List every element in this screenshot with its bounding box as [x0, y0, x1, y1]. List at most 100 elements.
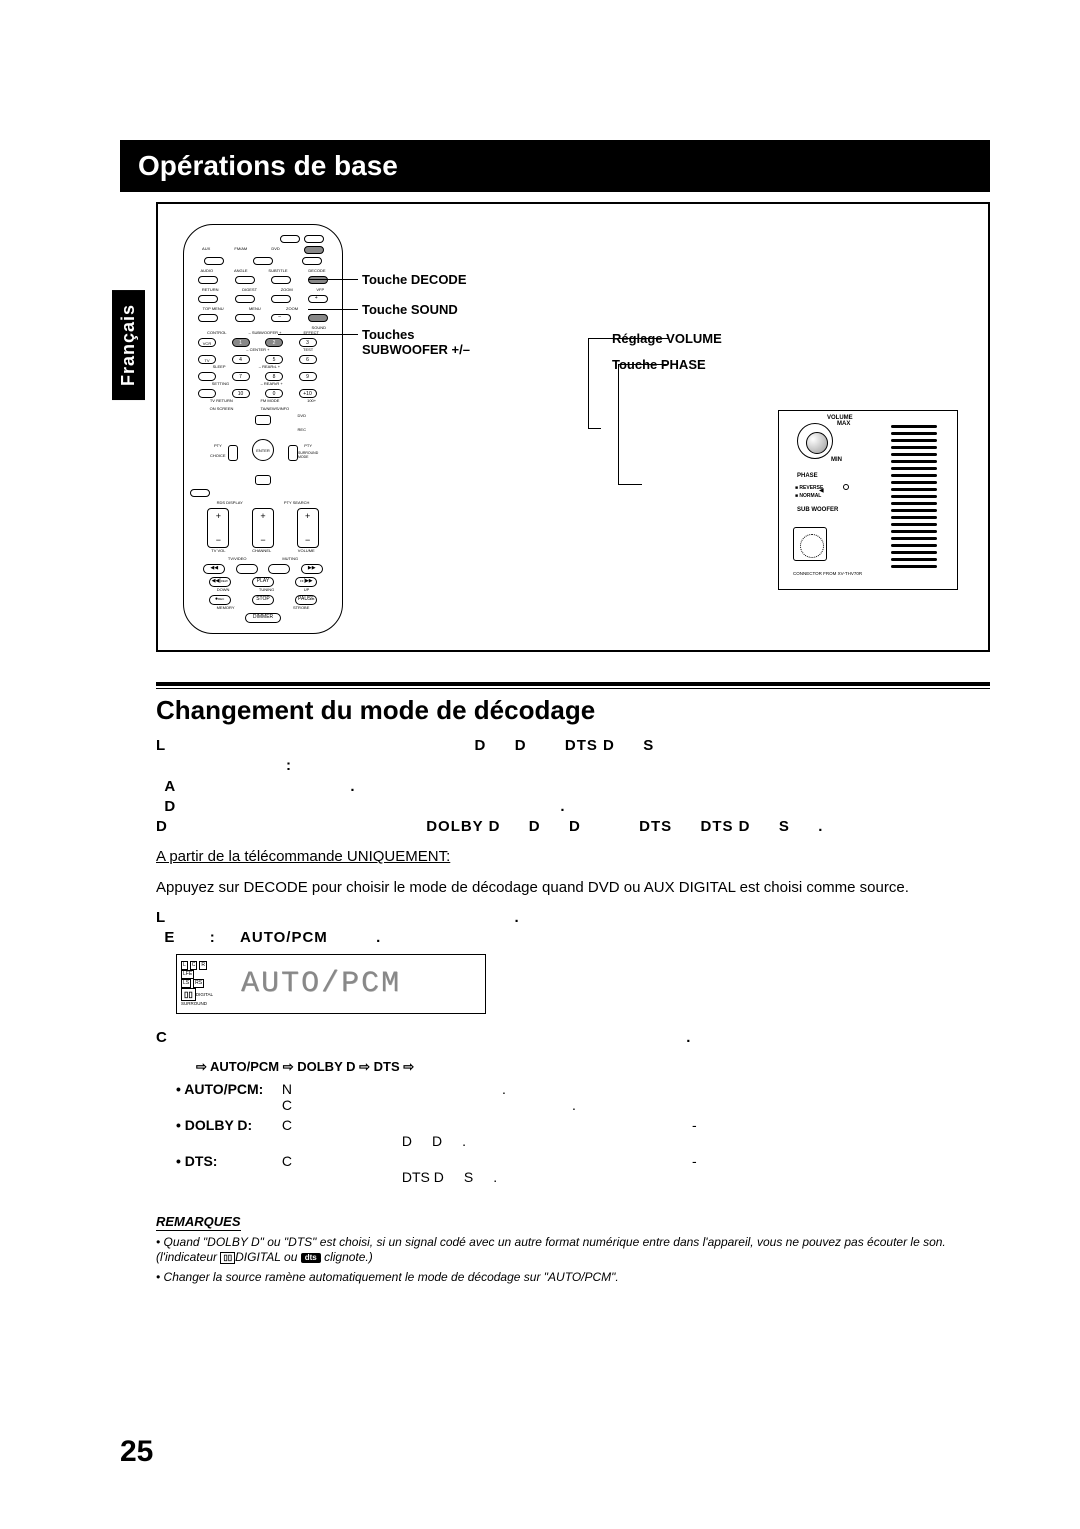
right-arrow: [288, 445, 298, 461]
down-arrow: [255, 475, 271, 485]
phase-callout: Touche PHASE: [612, 357, 706, 372]
ind: C: [190, 961, 198, 970]
num-0: 0: [265, 389, 283, 398]
ind: R: [199, 961, 207, 970]
up-arrow: [255, 415, 271, 425]
lbl: STROBE: [293, 605, 309, 610]
decode-callout: Touche DECODE: [362, 272, 467, 287]
btn: [198, 314, 218, 322]
phase-arrow-icon: ◀: [819, 487, 824, 494]
sound-button: [308, 314, 328, 322]
lbl: SETTING: [212, 381, 229, 386]
lbl: 100+: [307, 398, 316, 403]
callout-line: [308, 309, 358, 310]
num-2: 2: [265, 338, 283, 347]
stop-button: STOP: [252, 595, 274, 605]
btn: [198, 276, 218, 284]
lbl: MENU: [249, 306, 261, 311]
section-heading: Changement du mode de décodage: [156, 695, 990, 726]
lbl: SURROUND MODE: [298, 451, 322, 459]
vent-icon: [891, 425, 937, 572]
num-4: 4: [232, 355, 250, 364]
title-bar: Opérations de base: [120, 140, 990, 192]
lbl: DVD: [298, 413, 306, 418]
lbl: ZOOM: [286, 306, 298, 311]
language-tab: Français: [112, 290, 145, 400]
display-text: AUTO/PCM: [241, 967, 401, 1001]
lcd-display: LCR LFE LSRS ▯▯DIGITAL SURROUND AUTO/PCM: [176, 954, 486, 1014]
btn: [253, 257, 273, 265]
lbl: CONTROL: [207, 330, 227, 335]
lbl: DOWN: [217, 587, 230, 592]
lbl: TV VOL: [211, 548, 225, 553]
lbl: CHOICE: [210, 453, 226, 458]
power-button-1: [280, 235, 300, 243]
callout-line: [588, 428, 601, 429]
power-button-3: [304, 246, 324, 254]
ind: L: [181, 961, 188, 970]
callout-line: [618, 484, 642, 485]
lbl: FM MODE: [260, 398, 279, 403]
num-6: 6: [299, 355, 317, 364]
btn: [198, 295, 218, 303]
lbl: SUBWOOFER: [252, 330, 278, 335]
dpad: ENTER DVD REC PTY CHOICE PTY SURROUND MO…: [228, 415, 298, 485]
mode-desc: C- DTS DS.: [282, 1153, 922, 1185]
lbl: TA/NEWS/INFO: [261, 406, 290, 411]
lbl: VOLUME: [298, 548, 315, 553]
each-press: C .: [156, 1028, 990, 1048]
lbl: SUBTITLE: [268, 268, 287, 273]
lbl: TV RETURN: [210, 398, 233, 403]
lbl: TEST: [303, 347, 313, 352]
volume-rocker: +−: [297, 508, 319, 548]
lbl: RETURN: [202, 287, 219, 292]
callout-line: [588, 338, 589, 428]
display-indicators: LCR LFE LSRS ▯▯DIGITAL SURROUND: [177, 959, 241, 1009]
mode-dts: • DTS:: [176, 1153, 278, 1169]
ind: DIGITAL: [196, 992, 213, 997]
dolby-icon: ▯▯: [220, 1252, 235, 1264]
mode-desc: N. C.: [282, 1081, 922, 1113]
num-1: 1: [232, 338, 250, 347]
lbl: PTY SEARCH: [284, 500, 310, 505]
mode-desc: C- DD.: [282, 1117, 922, 1149]
lbl: REAR•R: [264, 381, 279, 386]
remarque-2: • Changer la source ramène automatiqueme…: [156, 1270, 990, 1286]
intro-text: L D D DTS D S : A . D . D DOLBY D D D DT…: [156, 736, 990, 837]
remote-only-text: A partir de la télécommande UNIQUEMENT:: [156, 847, 990, 867]
ff-button: ▶▶: [301, 564, 323, 574]
remarque-1: • Quand "DOLBY D" ou "DTS" est choisi, s…: [156, 1235, 990, 1266]
rw-button: ◀◀: [203, 564, 225, 574]
btn: [271, 295, 291, 303]
section-divider: [156, 682, 990, 689]
lbl: REC: [298, 427, 306, 432]
lbl: ANGLE: [234, 268, 248, 273]
callout-line: [618, 364, 619, 484]
lbl: TV/VIDEO: [228, 556, 247, 561]
min-label: MIN: [831, 457, 842, 463]
page-number: 25: [120, 1435, 153, 1469]
tv-button: TV: [198, 355, 216, 364]
btn: +: [308, 295, 328, 303]
btn: [271, 276, 291, 284]
prev-button: ◀◀|REW: [209, 577, 231, 587]
mode-list: ⇨ AUTO/PCM ⇨ DOLBY D ⇨ DTS ⇨ • AUTO/PCM:…: [176, 1059, 990, 1185]
ind: RS: [193, 979, 204, 988]
btn: [204, 257, 224, 265]
enter-button: ENTER: [252, 439, 274, 461]
pause-button: PAUSE: [295, 595, 317, 605]
connector-label: CONNECTOR FROM XV-THV70R: [793, 572, 862, 577]
instruction-text: Appuyez sur DECODE pour choisir le mode …: [156, 878, 990, 898]
btn: [302, 257, 322, 265]
btn: –: [271, 314, 291, 322]
num-8: 8: [265, 372, 283, 381]
btn: [268, 564, 290, 574]
callout-line: [308, 279, 358, 280]
remarques-title: REMARQUES: [156, 1214, 241, 1231]
lbl: PTY: [304, 443, 312, 448]
channel-rocker: +−: [252, 508, 274, 548]
phase-button: [843, 484, 849, 490]
remarques-section: REMARQUES • Quand "DOLBY D" ou "DTS" est…: [156, 1213, 990, 1286]
dts-icon: dts: [301, 1253, 321, 1263]
fmam-label: FM/AM: [234, 246, 247, 254]
